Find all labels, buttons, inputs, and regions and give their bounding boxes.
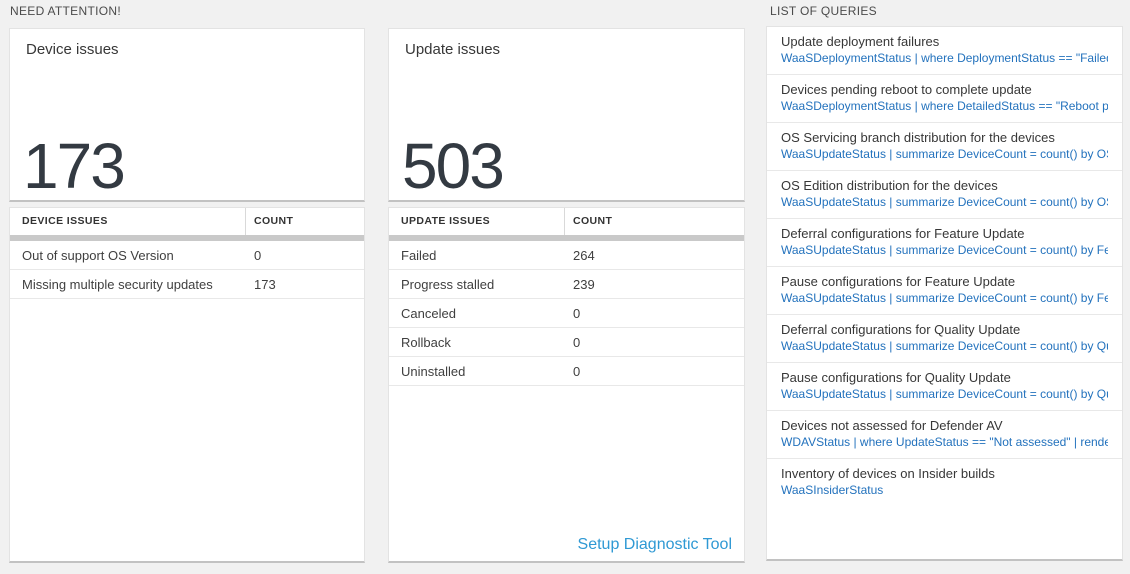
issue-name: Rollback — [401, 334, 451, 350]
issue-name: Canceled — [401, 305, 456, 321]
update-issues-table-body: Failed 264 Progress stalled 239 Canceled… — [389, 241, 744, 386]
query-code: WaaSUpdateStatus | summarize DeviceCount… — [781, 291, 1108, 305]
query-item[interactable]: Devices not assessed for Defender AV WDA… — [767, 411, 1122, 459]
query-code: WaaSInsiderStatus — [781, 483, 884, 497]
device-issues-table-body: Out of support OS Version 0 Missing mult… — [10, 241, 364, 299]
device-issues-table-header: DEVICE ISSUES COUNT — [10, 208, 364, 235]
query-list: Update deployment failures WaaSDeploymen… — [767, 27, 1122, 506]
update-issues-table: UPDATE ISSUES COUNT Failed 264 Progress … — [388, 207, 745, 563]
query-title: Pause configurations for Feature Update — [781, 274, 1016, 289]
query-title: Devices not assessed for Defender AV — [781, 418, 1003, 433]
table-row[interactable]: Out of support OS Version 0 — [10, 241, 364, 270]
column-header-device-issues: DEVICE ISSUES — [10, 208, 246, 235]
query-code: WaaSUpdateStatus | summarize DeviceCount… — [781, 387, 1108, 401]
device-issues-total: 173 — [23, 130, 126, 202]
setup-diagnostic-tool-link[interactable]: Setup Diagnostic Tool — [577, 536, 732, 553]
query-item[interactable]: Pause configurations for Feature Update … — [767, 267, 1122, 315]
query-item[interactable]: Deferral configurations for Quality Upda… — [767, 315, 1122, 363]
issue-count: 0 — [573, 305, 581, 321]
issue-count: 239 — [573, 276, 595, 292]
issue-count: 173 — [254, 276, 276, 292]
section-title-list-of-queries: LIST OF QUERIES — [770, 4, 877, 18]
query-item[interactable]: Devices pending reboot to complete updat… — [767, 75, 1122, 123]
issue-name: Progress stalled — [401, 276, 495, 292]
query-title: OS Servicing branch distribution for the… — [781, 130, 1055, 145]
issue-count: 0 — [573, 363, 581, 379]
issue-count: 0 — [254, 247, 262, 263]
query-title: Update deployment failures — [781, 34, 940, 49]
issue-count: 0 — [573, 334, 581, 350]
section-title-need-attention: NEED ATTENTION! — [10, 4, 121, 18]
update-issues-total: 503 — [402, 130, 505, 202]
query-code: WaaSUpdateStatus | summarize DeviceCount… — [781, 195, 1108, 209]
query-title: OS Edition distribution for the devices — [781, 178, 998, 193]
table-row[interactable]: Canceled 0 — [389, 299, 744, 328]
query-title: Pause configurations for Quality Update — [781, 370, 1011, 385]
horizontal-scrollbar[interactable] — [10, 235, 364, 241]
query-code: WaaSUpdateStatus | summarize DeviceCount… — [781, 147, 1108, 161]
table-row[interactable]: Missing multiple security updates 173 — [10, 270, 364, 299]
query-code: WDAVStatus | where UpdateStatus == "Not … — [781, 435, 1108, 449]
column-header-count: COUNT — [573, 215, 613, 227]
issue-name: Out of support OS Version — [22, 247, 174, 263]
query-title: Deferral configurations for Feature Upda… — [781, 226, 1025, 241]
query-title: Deferral configurations for Quality Upda… — [781, 322, 1021, 337]
query-code: WaaSUpdateStatus | summarize DeviceCount… — [781, 243, 1108, 257]
query-item[interactable]: Update deployment failures WaaSDeploymen… — [767, 27, 1122, 75]
table-row[interactable]: Uninstalled 0 — [389, 357, 744, 386]
query-code: WaaSDeploymentStatus | where DetailedSta… — [781, 99, 1108, 113]
issue-name: Failed — [401, 247, 437, 263]
issue-name: Uninstalled — [401, 363, 466, 379]
query-code: WaaSDeploymentStatus | where DeploymentS… — [781, 51, 1108, 65]
device-issues-table: DEVICE ISSUES COUNT Out of support OS Ve… — [9, 207, 365, 563]
tile-update-issues[interactable]: Update issues 503 — [388, 28, 745, 202]
query-item[interactable]: Inventory of devices on Insider builds W… — [767, 459, 1122, 506]
query-item[interactable]: OS Servicing branch distribution for the… — [767, 123, 1122, 171]
tile-device-issues-title: Device issues — [26, 41, 119, 58]
query-item[interactable]: Pause configurations for Quality Update … — [767, 363, 1122, 411]
query-code: WaaSUpdateStatus | summarize DeviceCount… — [781, 339, 1108, 353]
column-header-count: COUNT — [254, 215, 294, 227]
query-title: Inventory of devices on Insider builds — [781, 466, 995, 481]
table-row[interactable]: Progress stalled 239 — [389, 270, 744, 299]
query-title: Devices pending reboot to complete updat… — [781, 82, 1032, 97]
tile-update-issues-title: Update issues — [405, 41, 501, 58]
query-item[interactable]: OS Edition distribution for the devices … — [767, 171, 1122, 219]
query-item[interactable]: Deferral configurations for Feature Upda… — [767, 219, 1122, 267]
table-row[interactable]: Failed 264 — [389, 241, 744, 270]
horizontal-scrollbar[interactable] — [389, 235, 744, 241]
column-header-update-issues: UPDATE ISSUES — [389, 208, 565, 235]
tile-device-issues[interactable]: Device issues 173 — [9, 28, 365, 202]
update-issues-table-header: UPDATE ISSUES COUNT — [389, 208, 744, 235]
table-row[interactable]: Rollback 0 — [389, 328, 744, 357]
issue-count: 264 — [573, 247, 595, 263]
query-list-panel: Update deployment failures WaaSDeploymen… — [766, 26, 1123, 561]
issue-name: Missing multiple security updates — [22, 276, 213, 292]
